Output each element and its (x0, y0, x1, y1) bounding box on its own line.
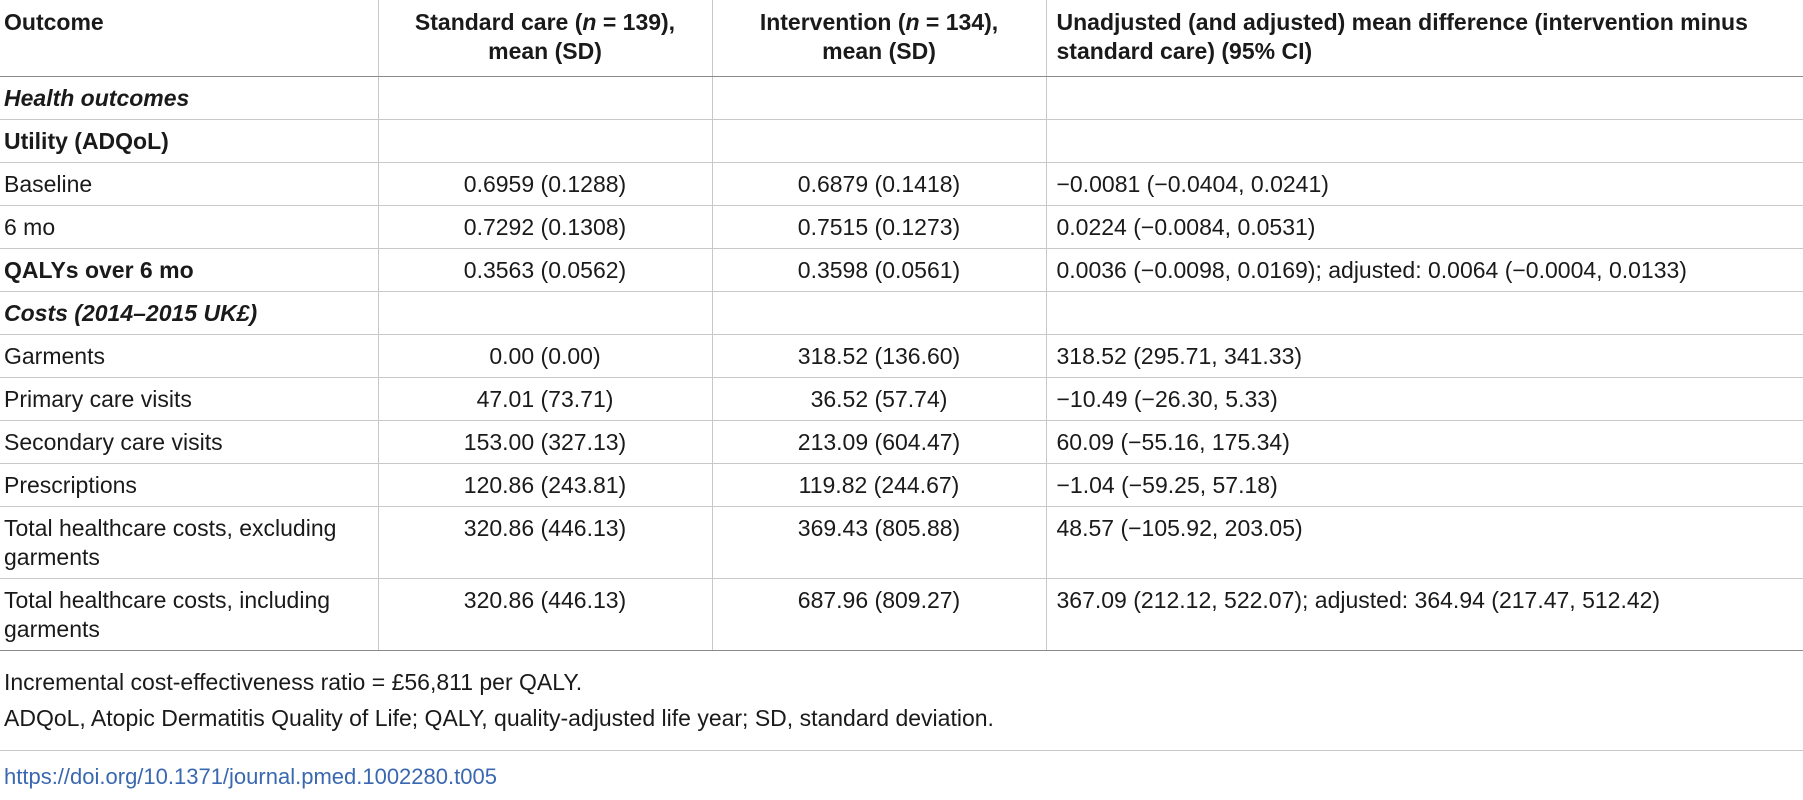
cell-intervention: 0.7515 (0.1273) (711, 205, 1046, 249)
cell-outcome: Prescriptions (0, 463, 378, 507)
header-difference: Unadjusted (and adjusted) mean differenc… (1045, 0, 1803, 77)
cell-difference: 0.0224 (−0.0084, 0.0531) (1045, 205, 1803, 249)
cell-difference: 60.09 (−55.16, 175.34) (1045, 420, 1803, 464)
header-outcome: Outcome (0, 0, 378, 77)
cell-intervention (711, 291, 1046, 335)
table-row: Total healthcare costs, including garmen… (0, 578, 1803, 651)
header-intervention-n: n (905, 9, 920, 35)
table-row: Baseline 0.6959 (0.1288) 0.6879 (0.1418) −0… (0, 162, 1803, 206)
cell-intervention: 318.52 (136.60) (711, 334, 1046, 378)
table-row: Health outcomes (0, 76, 1803, 120)
table-row: Utility (ADQoL) (0, 119, 1803, 163)
cell-standard-care (377, 291, 712, 335)
cell-intervention: 0.3598 (0.0561) (711, 248, 1046, 292)
cell-difference: −10.49 (−26.30, 5.33) (1045, 377, 1803, 421)
header-standard-care-prefix: Standard care ( (414, 9, 583, 35)
cell-intervention: 369.43 (805.88) (711, 506, 1046, 579)
cell-outcome: Total healthcare costs, excluding garmen… (0, 506, 378, 579)
cell-outcome: Costs (2014–2015 UK£) (0, 291, 378, 335)
cell-standard-care: 153.00 (327.13) (377, 420, 712, 464)
table-row: Secondary care visits 153.00 (327.13) 213.… (0, 420, 1803, 464)
cell-outcome: Total healthcare costs, including garmen… (0, 578, 378, 651)
header-standard-care-suffix: mean (SD) (488, 38, 602, 64)
cell-standard-care: 0.7292 (0.1308) (377, 205, 712, 249)
cell-difference: 367.09 (212.12, 522.07); adjusted: 364.9… (1045, 578, 1803, 651)
cell-standard-care: 0.3563 (0.0562) (377, 248, 712, 292)
cell-standard-care: 120.86 (243.81) (377, 463, 712, 507)
results-table: Outcome Standard care (n = 139), mean (S… (0, 0, 1803, 651)
cell-difference (1045, 119, 1803, 163)
cell-standard-care: 320.86 (446.13) (377, 578, 712, 651)
cell-intervention (711, 76, 1046, 120)
cell-intervention: 0.6879 (0.1418) (711, 162, 1046, 206)
footnote-abbreviations: ADQoL, Atopic Dermatitis Quality of Life… (4, 705, 994, 731)
cell-standard-care: 47.01 (73.71) (377, 377, 712, 421)
cell-intervention: 119.82 (244.67) (711, 463, 1046, 507)
cell-outcome: Garments (0, 334, 378, 378)
header-intervention: Intervention (n = 134), mean (SD) (711, 0, 1046, 77)
table-row: Costs (2014–2015 UK£) (0, 291, 1803, 335)
cell-standard-care: 320.86 (446.13) (377, 506, 712, 579)
cell-outcome: Baseline (0, 162, 378, 206)
header-row: Outcome Standard care (n = 139), mean (S… (0, 0, 1803, 77)
table-row: 6 mo 0.7292 (0.1308) 0.7515 (0.1273) 0.0224… (0, 205, 1803, 249)
cell-difference: −1.04 (−59.25, 57.18) (1045, 463, 1803, 507)
header-standard-care-n: n (582, 9, 597, 35)
cell-outcome: Secondary care visits (0, 420, 378, 464)
cell-intervention: 213.09 (604.47) (711, 420, 1046, 464)
header-intervention-suffix: mean (SD) (822, 38, 936, 64)
footnote-icer: Incremental cost-effectiveness ratio = £… (4, 669, 583, 695)
cell-intervention: 36.52 (57.74) (711, 377, 1046, 421)
cell-outcome: Health outcomes (0, 76, 378, 120)
cell-outcome: 6 mo (0, 205, 378, 249)
table-header: Outcome Standard care (n = 139), mean (S… (0, 0, 1803, 77)
footnotes: Incremental cost-effectiveness ratio = £… (4, 668, 994, 733)
table-row: Garments 0.00 (0.00) 318.52 (136.60) 318.52… (0, 334, 1803, 378)
table-row: QALYs over 6 mo 0.3563 (0.0562) 0.3598 (0.… (0, 248, 1803, 292)
table-row: Prescriptions 120.86 (243.81) 119.82 (244.… (0, 463, 1803, 507)
cell-outcome: Utility (ADQoL) (0, 119, 378, 163)
cell-difference: 0.0036 (−0.0098, 0.0169); adjusted: 0.00… (1045, 248, 1803, 292)
cell-outcome: Primary care visits (0, 377, 378, 421)
header-standard-care: Standard care (n = 139), mean (SD) (377, 0, 712, 77)
doi-divider (0, 750, 1803, 751)
table-row: Primary care visits 47.01 (73.71) 36.52 (5… (0, 377, 1803, 421)
cell-difference (1045, 76, 1803, 120)
header-intervention-prefix: Intervention ( (759, 9, 906, 35)
header-intervention-n-value: = 134), (919, 9, 999, 35)
cell-standard-care (377, 119, 712, 163)
cell-standard-care: 0.00 (0.00) (377, 334, 712, 378)
doi-link[interactable]: https://doi.org/10.1371/journal.pmed.100… (4, 764, 497, 789)
cell-difference: −0.0081 (−0.0404, 0.0241) (1045, 162, 1803, 206)
header-standard-care-n-value: = 139), (596, 9, 676, 35)
table-body: Health outcomes Utility (ADQoL) Baseline 0.… (0, 76, 1803, 651)
cell-standard-care (377, 76, 712, 120)
cell-intervention (711, 119, 1046, 163)
cell-difference (1045, 291, 1803, 335)
cell-standard-care: 0.6959 (0.1288) (377, 162, 712, 206)
cell-intervention: 687.96 (809.27) (711, 578, 1046, 651)
cell-outcome: QALYs over 6 mo (0, 248, 378, 292)
table-row: Total healthcare costs, excluding garmen… (0, 506, 1803, 579)
cell-difference: 48.57 (−105.92, 203.05) (1045, 506, 1803, 579)
cell-difference: 318.52 (295.71, 341.33) (1045, 334, 1803, 378)
